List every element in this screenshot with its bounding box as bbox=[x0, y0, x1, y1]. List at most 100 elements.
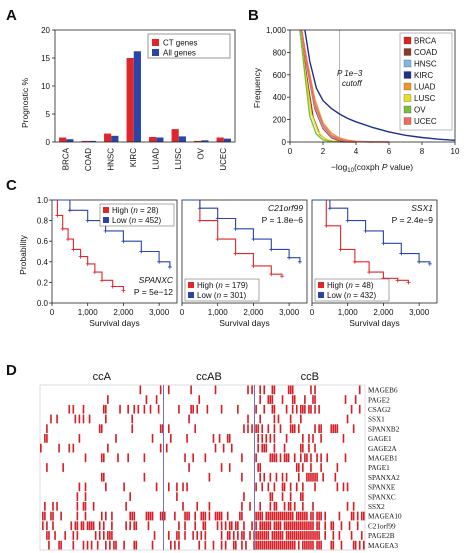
c-xtick-label: 0 bbox=[50, 308, 55, 317]
d-heat-cell bbox=[293, 521, 296, 531]
d-heat-cell bbox=[273, 540, 276, 550]
d-heat-cell bbox=[220, 521, 223, 531]
b-xtick-label: 2 bbox=[321, 147, 326, 156]
c-censor-mark bbox=[60, 226, 65, 231]
c-km-curve-low bbox=[52, 199, 171, 267]
d-heat-cell bbox=[247, 385, 249, 395]
c-censor-mark bbox=[197, 206, 202, 211]
d-heat-cell bbox=[293, 540, 296, 550]
d-heat-cell bbox=[241, 501, 243, 511]
d-heat-cell bbox=[214, 511, 217, 521]
panel-c-y-ticks: 0.0 0.2 0.4 0.6 0.8 1.0 bbox=[37, 196, 52, 308]
d-heat-cell bbox=[263, 443, 266, 453]
d-heat-cell bbox=[241, 511, 243, 521]
d-heat-cell bbox=[100, 511, 103, 521]
d-heat-cell bbox=[155, 395, 158, 404]
d-row-label: PAGE2 bbox=[368, 396, 390, 404]
d-heat-cell bbox=[271, 395, 274, 404]
d-heat-cell bbox=[300, 531, 302, 540]
d-heat-cell bbox=[346, 414, 349, 424]
d-heat-cell bbox=[184, 511, 186, 521]
c-legend-label: High (n = 179) bbox=[197, 281, 248, 290]
d-heat-cell bbox=[159, 443, 162, 453]
d-heat-cell bbox=[192, 404, 194, 414]
c-censor-mark bbox=[287, 255, 292, 260]
d-heat-cell bbox=[220, 531, 223, 540]
d-heat-cell bbox=[182, 501, 184, 511]
d-heat-cell bbox=[220, 463, 223, 472]
d-heat-cell bbox=[82, 521, 85, 531]
d-heat-cell bbox=[269, 521, 272, 531]
d-heat-cell bbox=[137, 404, 140, 414]
d-row-label: PAGE2B bbox=[368, 532, 395, 540]
d-heat-cell bbox=[330, 424, 333, 434]
d-heat-cell bbox=[70, 521, 73, 531]
d-heat-cell bbox=[362, 540, 365, 550]
d-heat-cell bbox=[165, 443, 168, 453]
d-heat-cell bbox=[346, 482, 349, 492]
d-heat-cell bbox=[119, 404, 121, 414]
b-xtick-label: 0 bbox=[288, 147, 293, 156]
c-legend-n-symbol: n bbox=[132, 216, 137, 225]
d-heat-cell bbox=[247, 414, 249, 424]
d-heat-cell bbox=[127, 404, 129, 414]
c-km-chart-C21orf99: 0 1,000 2,000 3,000 Survival days High (n = 1… bbox=[180, 199, 308, 328]
d-heat-cell bbox=[320, 540, 322, 550]
d-heat-cell bbox=[271, 531, 274, 540]
d-heat-cell bbox=[251, 424, 253, 434]
d-heat-cell bbox=[259, 521, 262, 531]
d-heat-cell bbox=[74, 521, 77, 531]
c-censor-mark bbox=[427, 261, 432, 266]
d-heat-cell bbox=[277, 414, 280, 424]
d-heat-cell bbox=[277, 511, 280, 521]
d-heat-cell bbox=[76, 531, 79, 540]
d-heat-cell bbox=[228, 434, 231, 443]
d-heat-cell bbox=[302, 511, 304, 521]
d-heat-cell bbox=[320, 434, 322, 443]
a-xtick-label: UCEC bbox=[219, 148, 228, 171]
c-pvalue-label: P = 1.8e−6 bbox=[262, 215, 304, 225]
c-gene-label: SSX1 bbox=[411, 203, 433, 213]
c-censor-mark bbox=[381, 241, 386, 246]
d-heat-cell bbox=[312, 540, 314, 550]
d-heat-cell bbox=[259, 414, 262, 424]
c-legend-label: High (n = 28) bbox=[112, 206, 159, 215]
a-xtick-label: LUAD bbox=[151, 148, 160, 170]
d-heat-cell bbox=[62, 463, 64, 472]
d-heat-cell bbox=[273, 404, 276, 414]
d-heat-cell bbox=[105, 511, 107, 521]
d-heat-cell bbox=[228, 521, 231, 531]
d-heat-cell bbox=[336, 463, 339, 472]
b-legend-label: HNSC bbox=[414, 60, 437, 69]
d-heat-cell bbox=[241, 472, 243, 482]
d-heat-cell bbox=[102, 404, 105, 414]
d-heat-cell bbox=[109, 540, 111, 550]
d-heat-cell bbox=[354, 395, 357, 404]
c-censor-mark bbox=[215, 216, 220, 221]
d-heat-cell bbox=[360, 511, 363, 521]
c-censor-mark bbox=[215, 237, 220, 242]
d-heat-cell bbox=[358, 404, 361, 414]
d-heat-cell bbox=[316, 453, 318, 463]
a-bar-LUAD-All-genes bbox=[156, 137, 164, 142]
d-heat-cell bbox=[157, 404, 160, 414]
c-legend-n: 452 bbox=[145, 216, 159, 225]
d-heat-cell bbox=[338, 511, 341, 521]
b-legend-label: UCEC bbox=[414, 117, 437, 126]
d-heat-cell bbox=[107, 443, 109, 453]
d-heat-cell bbox=[265, 540, 268, 550]
c-censor-mark bbox=[406, 280, 411, 285]
d-heat-cell bbox=[261, 443, 264, 453]
b-legend-label: LUAD bbox=[414, 83, 436, 92]
d-heat-cell bbox=[178, 531, 180, 540]
d-heat-cell bbox=[251, 521, 253, 531]
c-censor-mark bbox=[110, 284, 115, 289]
d-heat-cell bbox=[226, 511, 229, 521]
d-heat-cell bbox=[241, 531, 243, 540]
c-censor-mark bbox=[363, 228, 368, 233]
d-heat-cell bbox=[318, 424, 320, 434]
d-heat-cell bbox=[72, 531, 75, 540]
d-heat-cell bbox=[186, 511, 188, 521]
d-heat-cell bbox=[271, 511, 274, 521]
d-heat-cell bbox=[261, 521, 264, 531]
